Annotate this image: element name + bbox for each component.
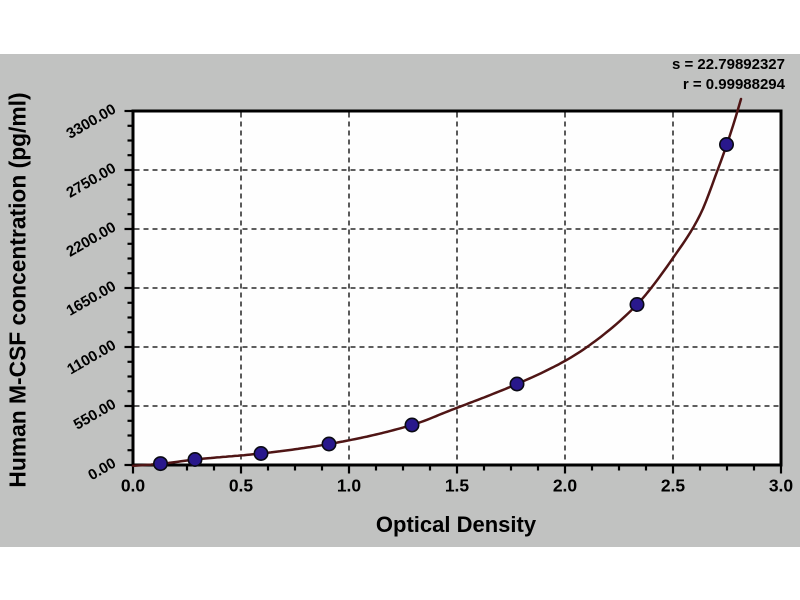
svg-text:Human M-CSF concentration (pg/: Human M-CSF concentration (pg/ml)	[5, 92, 31, 487]
svg-text:1.5: 1.5	[445, 476, 470, 496]
svg-text:Optical Density: Optical Density	[376, 512, 537, 537]
svg-text:2.0: 2.0	[553, 476, 578, 496]
svg-text:1.0: 1.0	[337, 476, 362, 496]
svg-text:2.5: 2.5	[661, 476, 686, 496]
svg-text:0.5: 0.5	[229, 476, 254, 496]
svg-text:3.0: 3.0	[769, 476, 794, 496]
svg-text:s = 22.79892327: s = 22.79892327	[672, 56, 785, 73]
svg-text:0.0: 0.0	[121, 476, 146, 496]
svg-text:r = 0.99988294: r = 0.99988294	[683, 76, 786, 93]
